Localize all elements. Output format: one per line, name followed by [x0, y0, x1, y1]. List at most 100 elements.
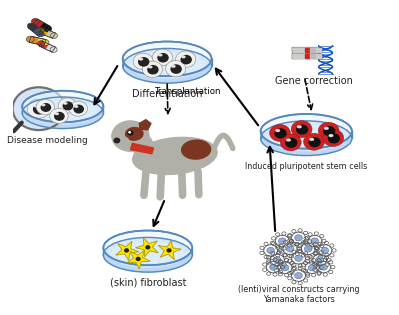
Ellipse shape: [261, 121, 352, 156]
Ellipse shape: [42, 104, 45, 106]
Ellipse shape: [139, 58, 142, 60]
Circle shape: [311, 238, 318, 244]
Ellipse shape: [126, 128, 143, 140]
Ellipse shape: [324, 127, 328, 129]
Circle shape: [142, 61, 162, 77]
Circle shape: [176, 51, 196, 67]
Circle shape: [171, 65, 181, 73]
Circle shape: [38, 41, 44, 46]
Circle shape: [12, 87, 65, 130]
Circle shape: [58, 98, 77, 113]
Circle shape: [37, 31, 44, 37]
Circle shape: [324, 127, 335, 135]
Polygon shape: [39, 28, 55, 38]
FancyBboxPatch shape: [292, 54, 322, 59]
Circle shape: [26, 36, 34, 43]
Circle shape: [280, 134, 301, 151]
Circle shape: [295, 272, 302, 279]
Polygon shape: [45, 44, 55, 52]
Circle shape: [112, 121, 149, 151]
Text: Induced pluripotent stem cells: Induced pluripotent stem cells: [245, 162, 367, 171]
Polygon shape: [139, 120, 151, 130]
Circle shape: [295, 235, 302, 241]
Circle shape: [304, 133, 324, 150]
Circle shape: [129, 132, 130, 133]
Circle shape: [50, 47, 57, 52]
Bar: [316, 54, 321, 58]
Bar: [299, 48, 304, 52]
Circle shape: [41, 104, 51, 111]
Ellipse shape: [22, 97, 103, 129]
Ellipse shape: [261, 114, 352, 149]
Ellipse shape: [132, 137, 217, 175]
Ellipse shape: [30, 101, 96, 124]
Circle shape: [152, 49, 172, 66]
Polygon shape: [33, 28, 43, 36]
Circle shape: [286, 138, 297, 147]
Ellipse shape: [114, 137, 129, 146]
Circle shape: [138, 58, 149, 66]
Polygon shape: [158, 241, 181, 260]
Circle shape: [320, 264, 328, 270]
Polygon shape: [135, 238, 158, 257]
Ellipse shape: [286, 139, 290, 141]
Ellipse shape: [103, 231, 192, 265]
Circle shape: [309, 138, 320, 146]
Circle shape: [323, 129, 344, 146]
Circle shape: [166, 60, 186, 77]
Polygon shape: [29, 36, 46, 46]
Ellipse shape: [122, 42, 211, 76]
Circle shape: [267, 247, 275, 254]
Bar: [310, 54, 315, 58]
Ellipse shape: [55, 113, 58, 115]
Circle shape: [275, 129, 286, 138]
Ellipse shape: [64, 103, 67, 104]
Circle shape: [37, 28, 44, 33]
Ellipse shape: [182, 140, 211, 159]
Polygon shape: [130, 143, 154, 154]
Bar: [304, 54, 310, 58]
Circle shape: [316, 257, 324, 263]
Polygon shape: [37, 38, 46, 46]
Circle shape: [167, 249, 171, 252]
Circle shape: [36, 100, 55, 115]
Circle shape: [146, 246, 150, 249]
Text: (lenti)viral constructs carrying
Yamanaka factors: (lenti)viral constructs carrying Yamanak…: [238, 285, 359, 305]
Circle shape: [148, 66, 158, 74]
Circle shape: [133, 53, 153, 70]
Circle shape: [44, 26, 52, 32]
Ellipse shape: [172, 66, 175, 67]
Polygon shape: [33, 19, 50, 32]
Polygon shape: [116, 241, 139, 261]
Ellipse shape: [329, 135, 333, 136]
Circle shape: [27, 99, 50, 118]
Circle shape: [273, 257, 281, 263]
Bar: [316, 48, 321, 52]
Polygon shape: [127, 250, 150, 269]
Text: Gene correction: Gene correction: [275, 76, 353, 86]
Circle shape: [291, 121, 312, 138]
Ellipse shape: [310, 138, 314, 140]
Circle shape: [136, 257, 140, 261]
Circle shape: [63, 102, 73, 110]
Circle shape: [114, 138, 120, 143]
Circle shape: [41, 39, 49, 46]
Circle shape: [279, 238, 286, 244]
Polygon shape: [46, 31, 55, 38]
Text: (skin) fibroblast: (skin) fibroblast: [110, 278, 186, 288]
Text: Disease modeling: Disease modeling: [7, 136, 88, 145]
Circle shape: [181, 55, 191, 64]
Circle shape: [69, 101, 87, 116]
Circle shape: [158, 54, 168, 62]
Circle shape: [281, 265, 289, 271]
Ellipse shape: [276, 129, 280, 131]
Circle shape: [270, 124, 290, 141]
Ellipse shape: [182, 56, 185, 58]
Circle shape: [49, 108, 68, 123]
Ellipse shape: [22, 91, 103, 122]
Circle shape: [297, 125, 308, 134]
FancyBboxPatch shape: [292, 47, 322, 53]
Polygon shape: [39, 41, 55, 52]
Ellipse shape: [111, 242, 184, 267]
Ellipse shape: [148, 66, 152, 68]
